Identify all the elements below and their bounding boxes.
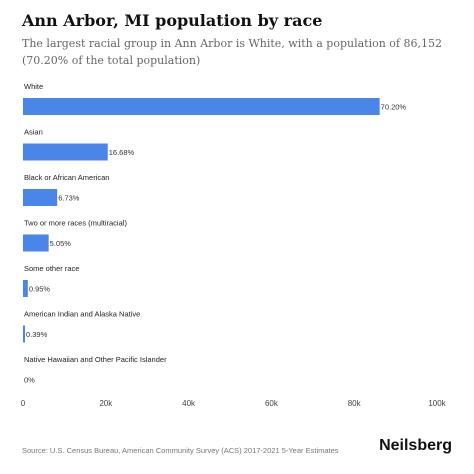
x-tick-label: 20k [99, 399, 113, 408]
bar [23, 325, 25, 343]
category-label: White [24, 82, 43, 91]
bar [23, 234, 49, 252]
chart-title: Ann Arbor, MI population by race [22, 11, 323, 30]
bar [23, 143, 108, 161]
category-label: Asian [24, 128, 43, 137]
data-label: 70.20% [381, 103, 407, 112]
source-note: Source: U.S. Census Bureau, American Com… [22, 446, 339, 455]
bar [23, 98, 380, 115]
x-tick-label: 40k [182, 399, 196, 408]
category-label: Two or more races (multiracial) [24, 219, 127, 228]
data-label: 16.68% [109, 148, 135, 157]
data-label: 6.73% [58, 194, 80, 203]
x-tick-label: 0 [21, 399, 26, 408]
x-tick-label: 60k [265, 399, 279, 408]
category-label: American Indian and Alaska Native [24, 310, 140, 319]
x-tick-label: 80k [348, 399, 362, 408]
chart-subtitle: The largest racial group in Ann Arbor is… [22, 37, 442, 67]
category-label: Native Hawaiian and Other Pacific Island… [24, 355, 167, 364]
bar [23, 189, 58, 206]
category-label: Some other race [24, 264, 79, 273]
data-label: 5.05% [50, 239, 72, 248]
brand-logo: Neilsberg [379, 437, 452, 454]
bar [23, 280, 28, 297]
x-tick-label: 100k [428, 399, 446, 408]
category-label: Black or African American [24, 173, 109, 182]
data-label: 0.39% [26, 330, 48, 339]
data-label: 0% [24, 376, 35, 385]
data-label: 0.95% [29, 285, 51, 294]
